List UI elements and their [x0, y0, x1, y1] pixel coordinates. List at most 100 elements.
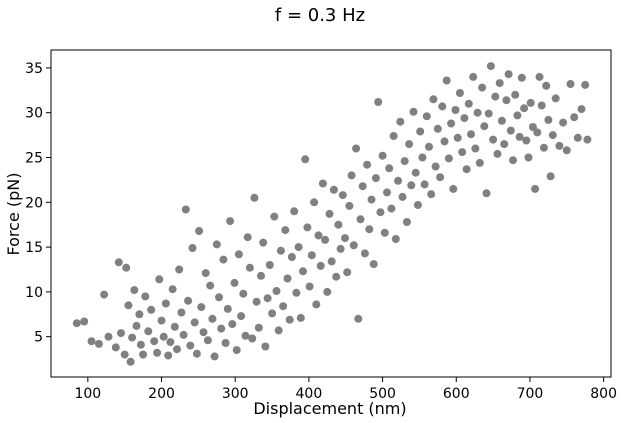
data-point [352, 144, 361, 153]
data-point [413, 201, 422, 209]
data-point [248, 334, 257, 343]
data-point [318, 179, 327, 188]
data-point [294, 243, 303, 252]
data-point [263, 294, 272, 303]
data-point [544, 115, 553, 124]
data-point [551, 94, 560, 103]
data-point [449, 184, 458, 193]
data-point [573, 133, 582, 142]
data-point [451, 106, 460, 114]
plot-frame [50, 49, 612, 378]
data-point [475, 158, 484, 167]
data-point [208, 314, 217, 323]
data-point [374, 98, 383, 106]
data-point [570, 113, 579, 122]
x-tick-label: 100 [74, 386, 101, 402]
data-point [469, 72, 478, 81]
data-point [522, 136, 531, 145]
data-point [94, 339, 103, 348]
data-point [478, 83, 487, 92]
data-point [276, 246, 285, 255]
data-point [281, 226, 290, 235]
data-point [542, 81, 551, 90]
data-point [161, 299, 170, 308]
data-point [111, 343, 120, 352]
data-point [581, 80, 590, 89]
data-point [407, 181, 416, 190]
data-point [157, 316, 166, 325]
data-point [329, 185, 338, 194]
data-point [312, 300, 321, 309]
data-point [455, 89, 464, 97]
data-point [520, 104, 529, 113]
y-tick-label: 35 [25, 61, 43, 77]
data-point [440, 137, 449, 146]
data-point [188, 244, 197, 252]
data-point [528, 123, 537, 131]
data-point [153, 348, 162, 357]
data-point [221, 339, 230, 347]
data-point [497, 116, 506, 125]
data-point [147, 305, 156, 314]
data-point [279, 302, 288, 311]
data-point [334, 220, 343, 229]
data-point [144, 327, 153, 336]
y-axis-label: Force (pN) [4, 173, 23, 256]
data-point [217, 324, 226, 333]
data-point [444, 154, 453, 163]
data-point [447, 119, 456, 128]
y-tick-label: 5 [34, 330, 43, 346]
y-tick-label: 20 [25, 195, 43, 211]
data-point [181, 205, 190, 214]
data-point [385, 164, 394, 173]
y-tick-label: 15 [25, 240, 43, 256]
data-point [245, 263, 254, 272]
data-point [261, 342, 270, 351]
data-point [533, 128, 542, 137]
data-point [230, 278, 239, 287]
data-point [274, 326, 283, 335]
data-point [323, 287, 332, 296]
data-point [120, 350, 129, 359]
data-point [155, 275, 164, 284]
data-point [126, 357, 135, 366]
data-point [493, 149, 502, 158]
data-point [491, 92, 500, 101]
data-point [369, 260, 378, 269]
data-point [546, 172, 555, 181]
x-axis-label: Displacement (nm) [253, 399, 406, 418]
data-point [358, 182, 367, 191]
data-point [206, 281, 215, 290]
data-point [327, 257, 336, 266]
data-point [175, 265, 184, 274]
data-point [495, 79, 504, 88]
data-point [179, 330, 188, 339]
data-point [166, 338, 175, 347]
data-point [259, 238, 268, 247]
data-point [354, 314, 363, 323]
data-point [517, 73, 526, 82]
data-point [360, 249, 369, 258]
data-point [226, 217, 235, 226]
data-point [409, 107, 418, 116]
data-point [139, 350, 148, 359]
data-point [170, 322, 179, 331]
data-point [433, 124, 442, 133]
data-point [285, 315, 294, 324]
data-point [467, 130, 475, 139]
data-point [321, 235, 330, 244]
data-point [136, 340, 145, 349]
data-point [555, 141, 564, 150]
data-point [301, 155, 310, 164]
x-tick-label: 800 [590, 386, 617, 402]
data-point [400, 157, 409, 166]
data-point [345, 201, 354, 210]
data-point [299, 267, 307, 276]
data-points [72, 62, 592, 366]
data-point [124, 301, 133, 310]
data-point [427, 190, 436, 199]
data-point [471, 144, 480, 153]
data-point [394, 176, 403, 185]
data-point [464, 99, 473, 108]
data-point [429, 95, 438, 104]
